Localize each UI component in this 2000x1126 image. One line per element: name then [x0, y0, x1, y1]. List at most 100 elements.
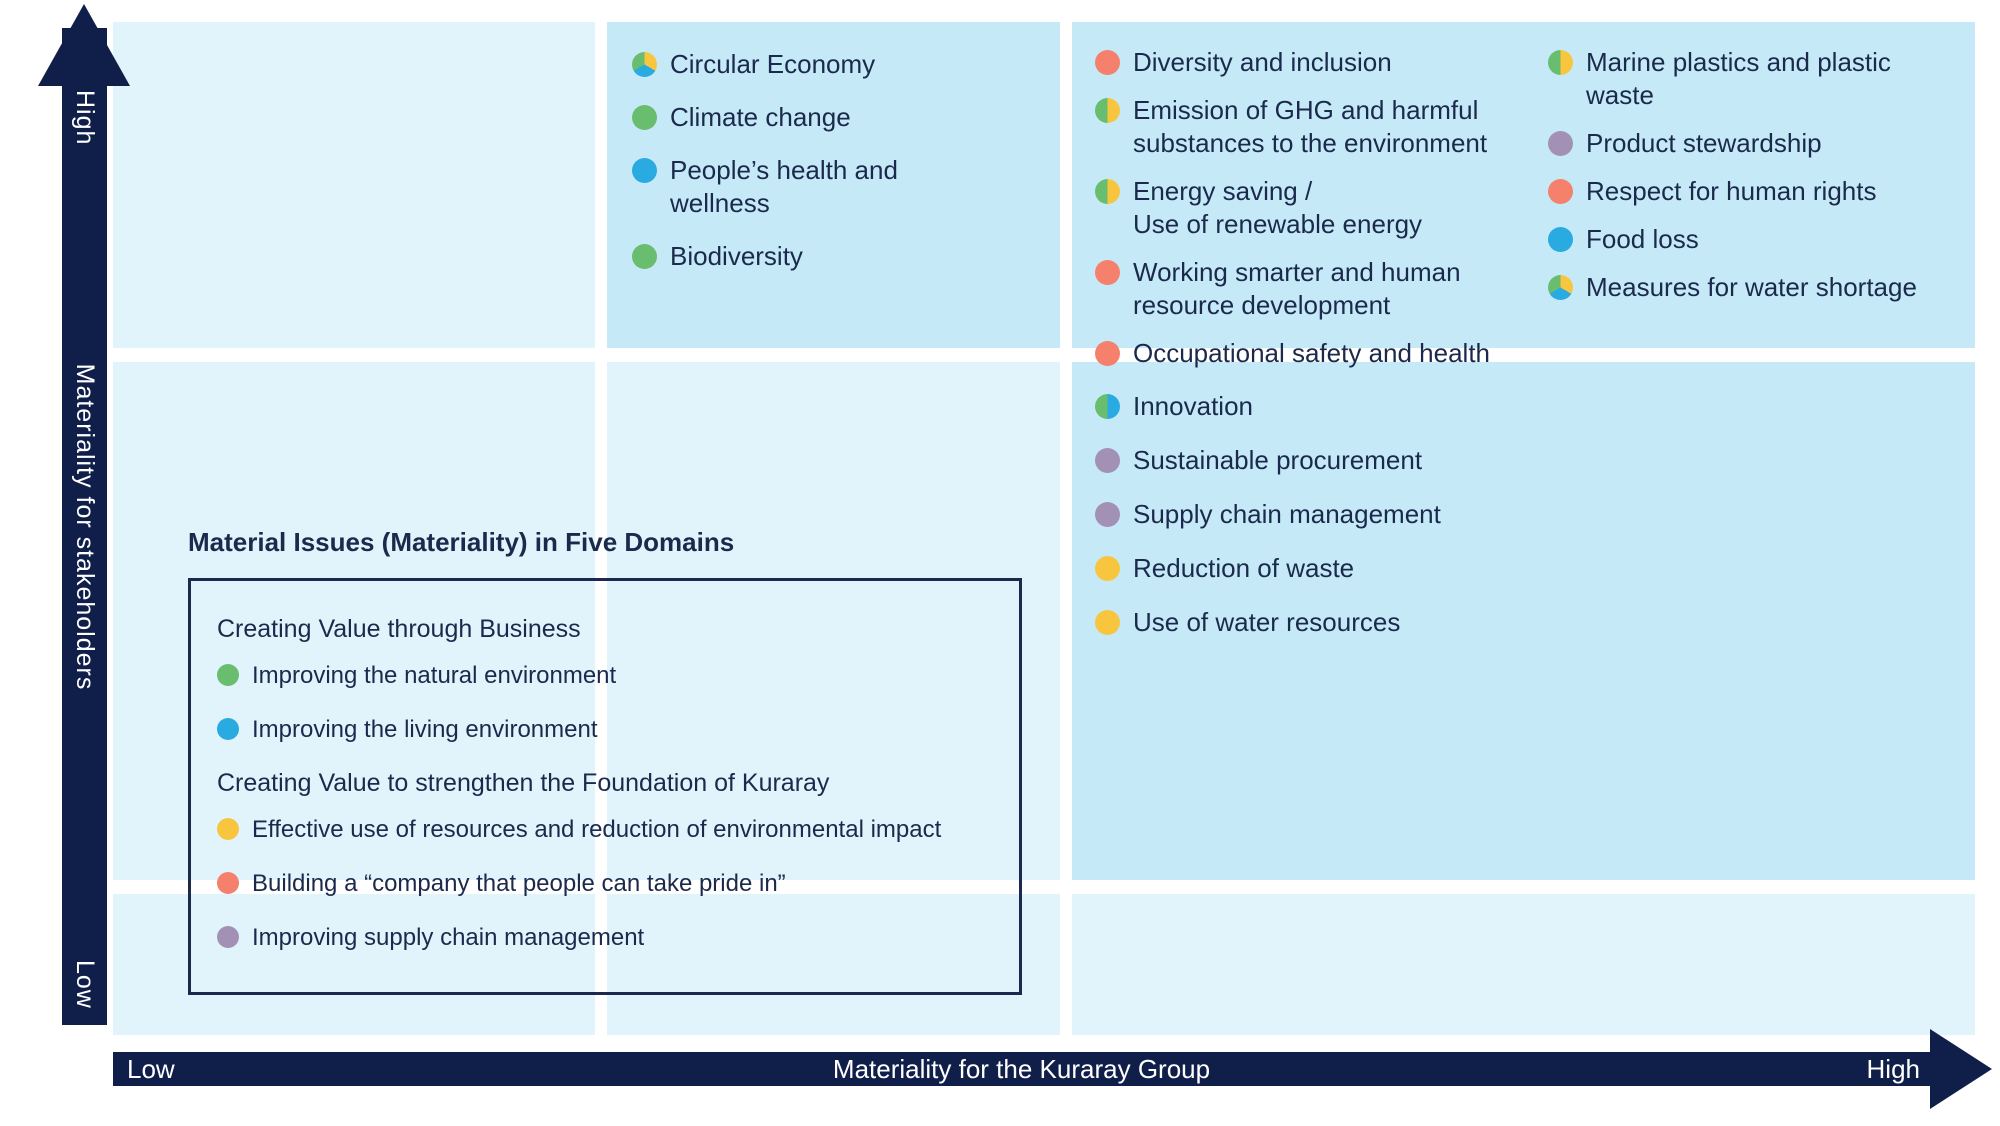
- item-label: Supply chain management: [1133, 499, 1441, 529]
- cell-row3-col1: [113, 894, 595, 1035]
- bullet-green-icon: [217, 664, 239, 686]
- cell-row1-col1: [113, 22, 595, 348]
- item-label: Marine plastics and plastic waste: [1586, 47, 1891, 110]
- item-label: Innovation: [1133, 391, 1253, 421]
- cell-row2-col2: [607, 362, 1060, 880]
- item-label: Working smarter and human resource devel…: [1133, 257, 1461, 320]
- y-axis-title: Materiality for stakeholders: [71, 363, 99, 690]
- bullet-yellow-icon: [217, 818, 239, 840]
- materiality-item: Biodiversity: [632, 240, 992, 273]
- item-label: Respect for human rights: [1586, 176, 1877, 206]
- item-label: Effective use of resources and reduction…: [252, 816, 942, 843]
- cell-row3-col2: [607, 894, 1060, 1035]
- cell-row3-col3: [1072, 894, 1975, 1035]
- bullet-tri-icon: [1548, 275, 1573, 300]
- materiality-item: Climate change: [632, 101, 992, 134]
- item-label: Improving the natural environment: [252, 662, 617, 689]
- legend-group-heading: Creating Value through Business: [217, 615, 581, 643]
- item-label: Biodiversity: [670, 241, 803, 271]
- bullet-salmon-icon: [1095, 50, 1120, 75]
- item-label: Improving supply chain management: [252, 924, 645, 951]
- bullet-blue-icon: [217, 718, 239, 740]
- materiality-item: Improving the living environment: [217, 714, 1019, 745]
- materiality-item: Energy saving / Use of renewable energy: [1095, 175, 1525, 241]
- bullet-blue-icon: [1548, 227, 1573, 252]
- bullet-salmon-icon: [1095, 341, 1120, 366]
- legend-title: Material Issues (Materiality) in Five Do…: [188, 527, 735, 557]
- item-label: Climate change: [670, 102, 851, 132]
- bullet-yellow-icon: [1095, 610, 1120, 635]
- legend-box: Creating Value through Business Improvin…: [188, 578, 1022, 995]
- materiality-item: Circular Economy: [632, 48, 992, 81]
- list-middle-right: Innovation Sustainable procurement Supply …: [1095, 390, 1525, 660]
- item-label: Use of water resources: [1133, 607, 1401, 637]
- bullet-purple-icon: [1095, 448, 1120, 473]
- materiality-item: Innovation: [1095, 390, 1525, 423]
- cell-row2-col3: [1072, 362, 1975, 880]
- bullet-purple-icon: [1548, 131, 1573, 156]
- materiality-item: Respect for human rights: [1548, 175, 1928, 208]
- item-label: Improving the living environment: [252, 716, 598, 743]
- materiality-item: Working smarter and human resource devel…: [1095, 256, 1525, 322]
- item-label: People’s health and wellness: [670, 155, 898, 218]
- item-label: Circular Economy: [670, 49, 876, 79]
- bullet-purple-icon: [1095, 502, 1120, 527]
- materiality-item: Marine plastics and plastic waste: [1548, 46, 1928, 112]
- bullet-yellow-icon: [1095, 556, 1120, 581]
- y-axis-bar: High Materiality for stakeholders Low: [62, 28, 107, 1025]
- item-label: Emission of GHG and harmful substances t…: [1133, 95, 1488, 158]
- legend-items-business: Improving the natural environment Improvi…: [217, 660, 1019, 745]
- bullet-green-yellow-icon: [1095, 179, 1120, 204]
- bullet-green-icon: [632, 105, 657, 130]
- cell-row1-col3: [1072, 22, 1975, 348]
- bullet-green-blue-icon: [1095, 394, 1120, 419]
- bullet-blue-icon: [632, 158, 657, 183]
- legend-group-foundation: Creating Value to strengthen the Foundat…: [217, 769, 1019, 953]
- legend-items-foundation: Effective use of resources and reduction…: [217, 814, 1019, 953]
- x-axis-bar: Low Materiality for the Kuraray Group Hi…: [113, 1052, 1930, 1086]
- materiality-item: Use of water resources: [1095, 606, 1525, 639]
- materiality-item: Improving the natural environment: [217, 660, 1019, 691]
- bullet-green-yellow-icon: [1548, 50, 1573, 75]
- item-label: Energy saving / Use of renewable energy: [1133, 176, 1423, 239]
- materiality-item: Food loss: [1548, 223, 1928, 256]
- bullet-green-icon: [632, 244, 657, 269]
- cell-row1-col2: [607, 22, 1060, 348]
- bullet-salmon-icon: [1548, 179, 1573, 204]
- item-label: Diversity and inclusion: [1133, 47, 1392, 77]
- materiality-item: Emission of GHG and harmful substances t…: [1095, 94, 1525, 160]
- item-label: Occupational safety and health: [1133, 338, 1491, 368]
- item-label: Food loss: [1586, 224, 1699, 254]
- legend-group-heading: Creating Value to strengthen the Foundat…: [217, 769, 830, 797]
- list-top-right-col1: Diversity and inclusion Emission of GHG a…: [1095, 46, 1525, 385]
- x-axis-high-label: High: [1866, 1054, 1920, 1084]
- materiality-item: Reduction of waste: [1095, 552, 1525, 585]
- bullet-purple-icon: [217, 926, 239, 948]
- item-label: Product stewardship: [1586, 128, 1822, 158]
- materiality-item: Product stewardship: [1548, 127, 1928, 160]
- bullet-tri-icon: [632, 52, 657, 77]
- materiality-item: Building a “company that people can take…: [217, 868, 1019, 899]
- y-axis-high-label: High: [71, 90, 99, 146]
- legend-group-business: Creating Value through Business Improvin…: [217, 615, 1019, 745]
- materiality-item: Supply chain management: [1095, 498, 1525, 531]
- item-label: Reduction of waste: [1133, 553, 1355, 583]
- materiality-item: Improving supply chain management: [217, 922, 1019, 953]
- materiality-item: Occupational safety and health: [1095, 337, 1525, 370]
- bullet-green-yellow-icon: [1095, 98, 1120, 123]
- materiality-item: People’s health and wellness: [632, 154, 992, 220]
- bullet-salmon-icon: [217, 872, 239, 894]
- materiality-item: Measures for water shortage: [1548, 271, 1928, 304]
- cell-row2-col1: [113, 362, 595, 880]
- item-label: Building a “company that people can take…: [252, 870, 786, 897]
- bullet-salmon-icon: [1095, 260, 1120, 285]
- x-axis-arrow-right-icon: [1930, 1029, 1992, 1109]
- item-label: Sustainable procurement: [1133, 445, 1423, 475]
- item-label: Measures for water shortage: [1586, 272, 1917, 302]
- materiality-item: Effective use of resources and reduction…: [217, 814, 1019, 845]
- list-top-right-col2: Marine plastics and plastic waste Product…: [1548, 46, 1928, 319]
- materiality-item: Diversity and inclusion: [1095, 46, 1525, 79]
- y-axis-low-label: Low: [71, 960, 99, 1009]
- x-axis-low-label: Low: [127, 1054, 175, 1084]
